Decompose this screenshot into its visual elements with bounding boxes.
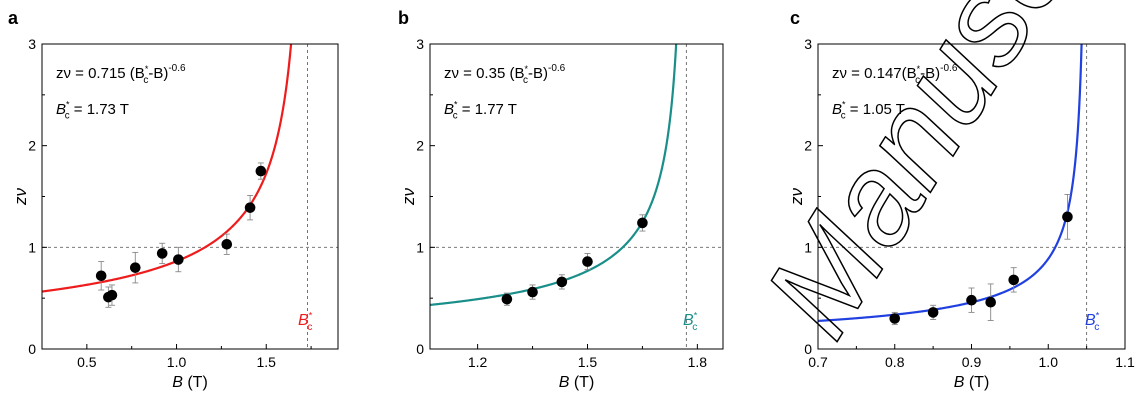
y-tick-label: 1 bbox=[28, 239, 36, 255]
fit-curve bbox=[818, 44, 1083, 323]
y-axis-label: zν bbox=[399, 188, 418, 207]
data-marker bbox=[927, 307, 939, 318]
plot-frame bbox=[429, 43, 724, 350]
data-point bbox=[244, 195, 256, 221]
data-point bbox=[985, 283, 996, 321]
x-axis-label: B (T) bbox=[559, 374, 595, 391]
data-marker bbox=[966, 294, 977, 306]
critical-field-label: B* c bbox=[1085, 310, 1100, 333]
data-marker bbox=[985, 296, 996, 308]
data-marker bbox=[637, 217, 648, 229]
data-point bbox=[927, 304, 939, 320]
data-marker bbox=[556, 276, 568, 288]
x-tick-label: 1.0 bbox=[167, 354, 187, 370]
x-tick-label: 0.7 bbox=[808, 354, 828, 370]
data-marker bbox=[129, 262, 141, 273]
x-tick-label: 0.8 bbox=[885, 354, 905, 370]
data-marker bbox=[255, 165, 267, 177]
data-marker bbox=[582, 256, 593, 267]
data-point bbox=[129, 251, 141, 284]
y-tick-label: 3 bbox=[804, 36, 812, 52]
y-tick-label: 3 bbox=[28, 36, 36, 52]
x-axis-label: B (T) bbox=[954, 374, 990, 391]
data-point bbox=[156, 242, 168, 265]
y-axis-label: zν bbox=[787, 188, 806, 207]
data-point bbox=[106, 284, 118, 306]
data-marker bbox=[244, 202, 256, 213]
y-tick-label: 0 bbox=[28, 341, 36, 357]
y-tick-label: 2 bbox=[804, 138, 812, 154]
x-tick-label: 1.2 bbox=[468, 354, 488, 370]
plot-frame bbox=[41, 43, 339, 350]
data-marker bbox=[95, 270, 107, 282]
formula-annotation: zν = 0.35 (B* c-B)-0.6 bbox=[444, 63, 566, 86]
data-marker bbox=[889, 313, 901, 324]
x-tick-label: 1.8 bbox=[688, 354, 708, 370]
data-point bbox=[889, 311, 901, 326]
x-tick-label: 0.5 bbox=[77, 354, 97, 370]
y-tick-label: 0 bbox=[416, 341, 424, 357]
y-tick-label: 2 bbox=[416, 138, 424, 154]
fit-curve bbox=[430, 44, 678, 307]
panel-letter: c bbox=[790, 8, 800, 28]
data-point bbox=[582, 252, 593, 271]
panel-letter: b bbox=[398, 8, 409, 28]
data-point bbox=[1008, 267, 1020, 293]
x-tick-label: 0.9 bbox=[962, 354, 982, 370]
fit-curve bbox=[42, 44, 293, 293]
data-marker bbox=[527, 286, 538, 298]
data-point bbox=[95, 261, 107, 291]
x-tick-label: 1.5 bbox=[578, 354, 598, 370]
data-point bbox=[637, 214, 648, 232]
critical-field-label: B* c bbox=[683, 310, 698, 333]
panel-letter: a bbox=[8, 8, 19, 28]
data-point bbox=[556, 274, 568, 290]
data-marker bbox=[501, 293, 513, 305]
formula-annotation: zν = 0.147(B* c-B)-0.6 bbox=[832, 63, 958, 86]
x-tick-label: 1.5 bbox=[257, 354, 277, 370]
data-point bbox=[173, 246, 184, 273]
x-tick-label: 1.0 bbox=[1039, 354, 1059, 370]
critical-field-label: B* c = 1.77 T bbox=[444, 100, 517, 122]
data-marker bbox=[221, 238, 233, 250]
panel-b: b 0 1 2 3 1.2 1.5 1.8 B (T) zν zν = 0.35 (B* c-B)-0… bbox=[398, 8, 724, 391]
panel-c: c 0 1 2 3 0.7 0.8 0.9 1.0 1.1 B (T) zν zν = 0.147(B*… bbox=[787, 8, 1135, 391]
data-point bbox=[527, 284, 538, 300]
y-axis-label: zν bbox=[11, 188, 30, 207]
data-point bbox=[221, 233, 233, 255]
critical-field-label: B* c = 1.05 T bbox=[832, 100, 905, 122]
x-axis-label: B (T) bbox=[172, 374, 208, 391]
y-tick-label: 2 bbox=[28, 138, 36, 154]
critical-field-label: B* c = 1.73 T bbox=[56, 100, 129, 122]
data-marker bbox=[106, 289, 118, 301]
critical-field-label: B* c bbox=[298, 310, 313, 333]
y-tick-label: 0 bbox=[804, 341, 812, 357]
data-marker bbox=[173, 254, 184, 265]
data-point bbox=[255, 162, 267, 180]
data-point bbox=[501, 292, 513, 306]
formula-annotation: zν = 0.715 (B* c-B)-0.6 bbox=[56, 63, 186, 86]
data-marker bbox=[1008, 274, 1020, 286]
y-tick-label: 1 bbox=[804, 239, 812, 255]
data-point bbox=[1062, 194, 1073, 240]
panel-a: a 0 1 2 3 0.5 1.0 1.5 B (T) zν zν = 0.715 (B* c-B)-… bbox=[8, 8, 339, 391]
data-marker bbox=[1062, 211, 1073, 223]
x-tick-label: 1.1 bbox=[1115, 354, 1135, 370]
y-tick-label: 1 bbox=[416, 239, 424, 255]
data-marker bbox=[156, 248, 168, 259]
y-tick-label: 3 bbox=[416, 36, 424, 52]
data-point bbox=[966, 287, 977, 313]
